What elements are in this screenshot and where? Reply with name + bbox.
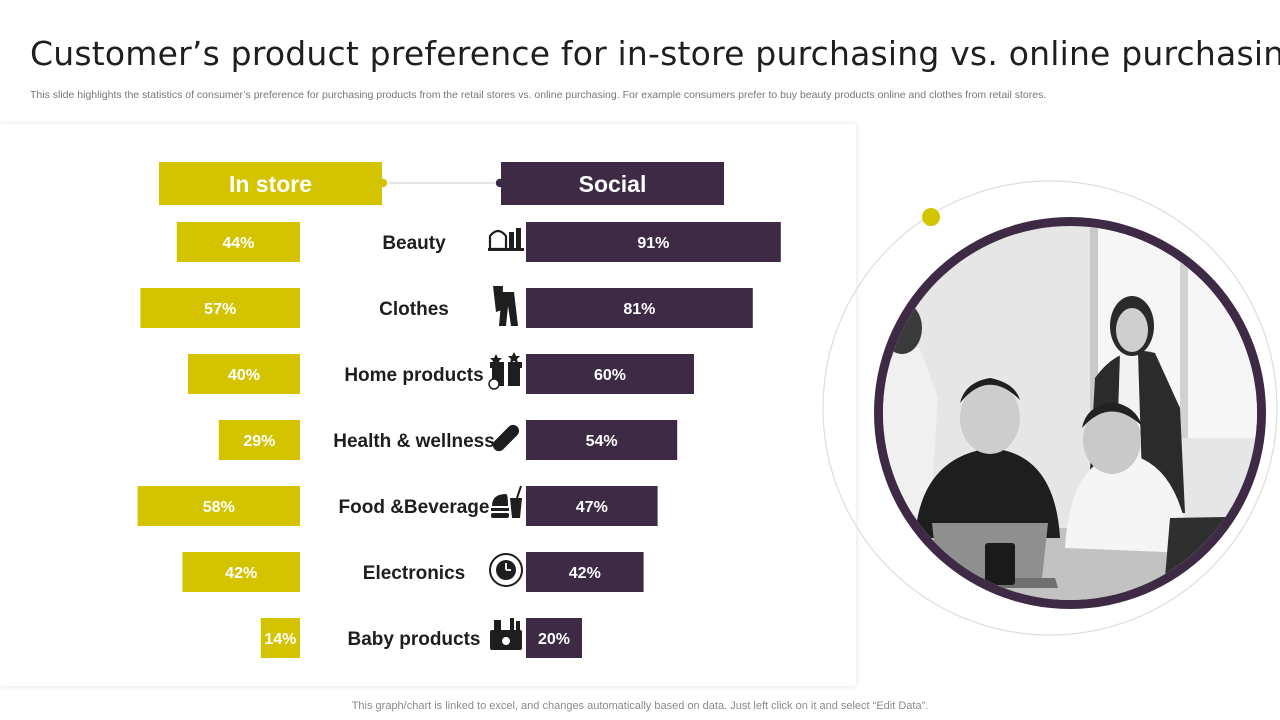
bar-social-beauty[interactable] [526,222,781,262]
bar-social-home-products[interactable] [526,354,694,394]
bar-social-health-and-wellness[interactable] [526,420,678,460]
data-label-social-home-products: 60% [594,367,626,384]
data-label-social-clothes: 81% [623,301,655,318]
outer-ring [822,180,1278,636]
food-drink-icon [491,485,522,518]
clothes-icon [493,286,518,326]
category-label-beauty: Beauty [382,233,446,254]
data-label-in-store-home-products: 40% [228,367,260,384]
data-label-social-beauty: 91% [637,235,669,252]
pill-icon [492,424,520,452]
ring-accent-dot [922,208,940,226]
data-label-in-store-clothes: 57% [204,301,236,318]
baby-care-icon [490,618,522,650]
bar-in-store-home-products[interactable] [188,354,300,394]
category-label-home-products: Home products [344,365,483,386]
category-label-baby-products: Baby products [347,629,480,650]
footer-note: This graph/chart is linked to excel, and… [351,700,929,712]
data-label-social-health-and-wellness: 54% [586,433,618,450]
people-at-laptop-image [883,226,1257,600]
page-subtitle: This slide highlights the statistics of … [30,89,1047,101]
makeup-icon [488,228,524,251]
category-label-clothes: Clothes [379,299,449,320]
legend-social-box[interactable] [501,162,724,205]
page-title: Customer’s product preference for in-sto… [30,34,1280,73]
bar-in-store-beauty[interactable] [176,222,300,262]
data-label-social-food-andbeverage: 47% [576,499,608,516]
bar-in-store-food-andbeverage[interactable] [137,486,300,526]
category-label-health-and-wellness: Health & wellness [333,431,495,452]
data-label-in-store-electronics: 42% [225,565,257,582]
bar-social-electronics[interactable] [526,552,644,592]
category-label-food-andbeverage: Food &Beverage [339,497,490,518]
bar-in-store-baby-products[interactable] [260,618,300,658]
clock-icon [489,553,523,587]
bar-social-clothes[interactable] [526,288,753,328]
gift-box-icon [488,352,522,390]
data-label-social-electronics: 42% [569,565,601,582]
legend-in-store-box[interactable] [159,162,382,205]
chart-panel [0,124,856,686]
bar-social-baby-products[interactable] [526,618,582,658]
data-label-in-store-health-and-wellness: 29% [243,433,275,450]
data-label-social-baby-products: 20% [538,631,570,648]
legend-in-store-label: In store [229,171,312,197]
data-label-in-store-baby-products: 14% [264,631,296,648]
legend-social-label: Social [579,171,647,197]
data-label-in-store-food-andbeverage: 58% [203,499,235,516]
category-label-electronics: Electronics [363,563,465,584]
bar-in-store-electronics[interactable] [182,552,300,592]
preference-chart[interactable]: In store Social 44% 91% Beauty 57% 81% Clothes… [0,124,856,686]
team-photo [820,178,1280,638]
data-label-in-store-beauty: 44% [222,235,254,252]
bar-social-food-andbeverage[interactable] [526,486,658,526]
bar-in-store-clothes[interactable] [140,288,300,328]
bar-in-store-health-and-wellness[interactable] [218,420,300,460]
